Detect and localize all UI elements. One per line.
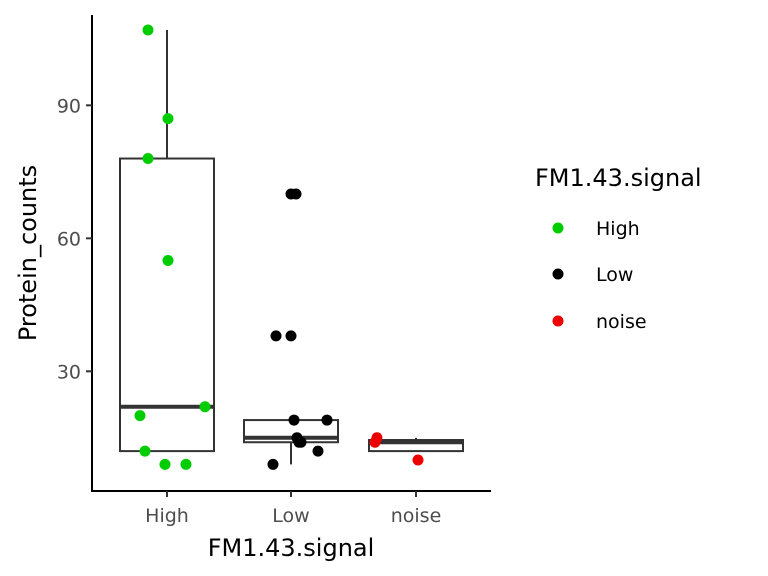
box-low bbox=[243, 419, 339, 465]
legend-label-low: Low bbox=[596, 264, 633, 286]
plot-area bbox=[119, 24, 464, 470]
data-point-high bbox=[142, 153, 154, 165]
data-point-high bbox=[162, 254, 174, 266]
data-point-high bbox=[139, 445, 151, 457]
box-iqr bbox=[368, 439, 464, 453]
y-tick-label: 30 bbox=[57, 361, 81, 383]
x-tick-label-low: Low bbox=[272, 505, 309, 527]
legend-key-noise bbox=[552, 315, 564, 327]
legend-key-high bbox=[552, 222, 564, 234]
x-axis-title: FM1.43.signal bbox=[208, 534, 375, 562]
data-point-high bbox=[142, 24, 154, 36]
x-axis-ticks: High Low noise bbox=[145, 491, 441, 527]
data-point-noise bbox=[369, 436, 381, 448]
data-point-low bbox=[285, 330, 297, 342]
legend-title: FM1.43.signal bbox=[535, 164, 702, 192]
y-tick-label: 60 bbox=[57, 228, 81, 250]
data-point-low bbox=[290, 188, 302, 200]
legend-label-noise: noise bbox=[596, 311, 647, 333]
data-point-low bbox=[321, 414, 333, 426]
data-point-low bbox=[267, 458, 279, 470]
data-point-noise bbox=[412, 454, 424, 466]
data-point-high bbox=[180, 458, 192, 470]
data-point-low bbox=[288, 414, 300, 426]
data-point-low bbox=[270, 330, 282, 342]
data-point-low bbox=[312, 445, 324, 457]
box-high bbox=[119, 29, 215, 453]
data-point-high bbox=[159, 458, 171, 470]
legend-key-low bbox=[552, 268, 564, 280]
data-point-low bbox=[295, 436, 307, 448]
x-tick-label-high: High bbox=[145, 505, 189, 527]
data-point-high bbox=[199, 401, 211, 413]
x-tick-label-noise: noise bbox=[391, 505, 442, 527]
legend-label-high: High bbox=[596, 218, 640, 240]
box-noise bbox=[368, 437, 464, 453]
data-point-high bbox=[162, 113, 174, 125]
y-tick-label: 90 bbox=[57, 95, 81, 117]
data-point-high bbox=[134, 410, 146, 422]
y-axis-title: Protein_counts bbox=[14, 165, 42, 341]
legend: FM1.43.signal High Low noise bbox=[535, 164, 702, 333]
y-axis-ticks: 30 60 90 bbox=[57, 95, 92, 383]
box-iqr bbox=[119, 157, 215, 453]
